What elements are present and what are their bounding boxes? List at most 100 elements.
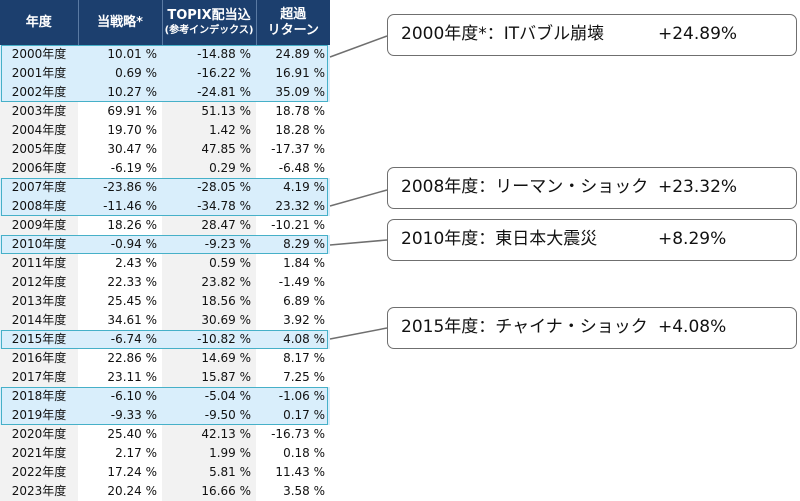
table-row: 2005年度 30.47 % 47.85 % -17.37 % bbox=[0, 140, 330, 159]
year-cell: 2000年度 bbox=[0, 45, 78, 64]
callout-value: +23.32% bbox=[658, 177, 738, 197]
strategy-cell: 23.11 % bbox=[78, 368, 162, 387]
callout-label: 2015年度：チャイナ・ショック bbox=[401, 317, 648, 337]
callout-value: +8.29% bbox=[658, 229, 727, 249]
excess-cell: -10.21 % bbox=[256, 216, 330, 235]
table-row: 2014年度 34.61 % 30.69 % 3.92 % bbox=[0, 311, 330, 330]
excess-cell: 7.25 % bbox=[256, 368, 330, 387]
strategy-cell: -6.10 % bbox=[78, 387, 162, 406]
year-cell: 2017年度 bbox=[0, 368, 78, 387]
table-row: 2000年度 10.01 % -14.88 % 24.89 % bbox=[0, 45, 330, 64]
table-row: 2012年度 22.33 % 23.82 % -1.49 % bbox=[0, 273, 330, 292]
topix-cell: 0.59 % bbox=[162, 254, 256, 273]
callout-it-bubble: 2000年度*：ITバブル崩壊 +24.89% bbox=[387, 14, 797, 56]
year-cell: 2006年度 bbox=[0, 159, 78, 178]
excess-cell: 18.78 % bbox=[256, 102, 330, 121]
excess-cell: 0.18 % bbox=[256, 444, 330, 463]
leader-line-2000 bbox=[329, 35, 388, 58]
topix-cell: 18.56 % bbox=[162, 292, 256, 311]
strategy-cell: 30.47 % bbox=[78, 140, 162, 159]
strategy-cell: 25.45 % bbox=[78, 292, 162, 311]
table-row: 2016年度 22.86 % 14.69 % 8.17 % bbox=[0, 349, 330, 368]
table-row: 2009年度 18.26 % 28.47 % -10.21 % bbox=[0, 216, 330, 235]
table-row: 2002年度 10.27 % -24.81 % 35.09 % bbox=[0, 83, 330, 102]
returns-table: 年度 当戦略* TOPIX配当込 (参考インデックス) 超過 リターン 2000… bbox=[0, 0, 330, 501]
strategy-cell: -11.46 % bbox=[78, 197, 162, 216]
year-cell: 2004年度 bbox=[0, 121, 78, 140]
table-row: 2017年度 23.11 % 15.87 % 7.25 % bbox=[0, 368, 330, 387]
strategy-cell: 25.40 % bbox=[78, 425, 162, 444]
year-cell: 2018年度 bbox=[0, 387, 78, 406]
topix-cell: 14.69 % bbox=[162, 349, 256, 368]
strategy-cell: 2.43 % bbox=[78, 254, 162, 273]
excess-cell: 18.28 % bbox=[256, 121, 330, 140]
excess-cell: -16.73 % bbox=[256, 425, 330, 444]
table-row: 2010年度 -0.94 % -9.23 % 8.29 % bbox=[0, 235, 330, 254]
table-row: 2023年度 20.24 % 16.66 % 3.58 % bbox=[0, 482, 330, 501]
topix-cell: -5.04 % bbox=[162, 387, 256, 406]
topix-cell: -14.88 % bbox=[162, 45, 256, 64]
excess-cell: 4.08 % bbox=[256, 330, 330, 349]
topix-cell: 28.47 % bbox=[162, 216, 256, 235]
topix-cell: -24.81 % bbox=[162, 83, 256, 102]
excess-cell: 35.09 % bbox=[256, 83, 330, 102]
header-excess-return: 超過 リターン bbox=[256, 0, 330, 45]
strategy-cell: 22.86 % bbox=[78, 349, 162, 368]
header-topix: TOPIX配当込 (参考インデックス) bbox=[162, 0, 257, 45]
table-row: 2008年度 -11.46 % -34.78 % 23.32 % bbox=[0, 197, 330, 216]
topix-cell: 42.13 % bbox=[162, 425, 256, 444]
topix-cell: 15.87 % bbox=[162, 368, 256, 387]
table-row: 2007年度 -23.86 % -28.05 % 4.19 % bbox=[0, 178, 330, 197]
topix-cell: 1.99 % bbox=[162, 444, 256, 463]
table-row: 2001年度 0.69 % -16.22 % 16.91 % bbox=[0, 64, 330, 83]
table-row: 2004年度 19.70 % 1.42 % 18.28 % bbox=[0, 121, 330, 140]
topix-cell: -9.23 % bbox=[162, 235, 256, 254]
topix-cell: -9.50 % bbox=[162, 406, 256, 425]
table-row: 2006年度 -6.19 % 0.29 % -6.48 % bbox=[0, 159, 330, 178]
leader-line-2008 bbox=[329, 189, 388, 207]
topix-cell: 51.13 % bbox=[162, 102, 256, 121]
header-year: 年度 bbox=[0, 0, 79, 45]
strategy-cell: 18.26 % bbox=[78, 216, 162, 235]
table-row: 2020年度 25.40 % 42.13 % -16.73 % bbox=[0, 425, 330, 444]
strategy-cell: -0.94 % bbox=[78, 235, 162, 254]
table-row: 2019年度 -9.33 % -9.50 % 0.17 % bbox=[0, 406, 330, 425]
topix-cell: -10.82 % bbox=[162, 330, 256, 349]
topix-cell: 23.82 % bbox=[162, 273, 256, 292]
year-cell: 2022年度 bbox=[0, 463, 78, 482]
table-row: 2018年度 -6.10 % -5.04 % -1.06 % bbox=[0, 387, 330, 406]
excess-cell: -1.06 % bbox=[256, 387, 330, 406]
topix-cell: 1.42 % bbox=[162, 121, 256, 140]
strategy-cell: 10.27 % bbox=[78, 83, 162, 102]
topix-cell: -34.78 % bbox=[162, 197, 256, 216]
table-row: 2021年度 2.17 % 1.99 % 0.18 % bbox=[0, 444, 330, 463]
leader-line-2015 bbox=[329, 327, 388, 340]
excess-cell: 24.89 % bbox=[256, 45, 330, 64]
strategy-cell: 17.24 % bbox=[78, 463, 162, 482]
header-row: 年度 当戦略* TOPIX配当込 (参考インデックス) 超過 リターン bbox=[0, 0, 330, 45]
year-cell: 2010年度 bbox=[0, 235, 78, 254]
header-strategy: 当戦略* bbox=[78, 0, 163, 45]
excess-cell: 16.91 % bbox=[256, 64, 330, 83]
year-cell: 2014年度 bbox=[0, 311, 78, 330]
excess-cell: 23.32 % bbox=[256, 197, 330, 216]
strategy-cell: -9.33 % bbox=[78, 406, 162, 425]
table-row: 2003年度 69.91 % 51.13 % 18.78 % bbox=[0, 102, 330, 121]
year-cell: 2003年度 bbox=[0, 102, 78, 121]
year-cell: 2023年度 bbox=[0, 482, 78, 501]
callout-label: 2008年度：リーマン・ショック bbox=[401, 177, 649, 197]
strategy-cell: -23.86 % bbox=[78, 178, 162, 197]
callout-label: 2000年度*：ITバブル崩壊 bbox=[401, 24, 605, 44]
topix-cell: 16.66 % bbox=[162, 482, 256, 501]
strategy-cell: 20.24 % bbox=[78, 482, 162, 501]
excess-cell: 0.17 % bbox=[256, 406, 330, 425]
strategy-cell: 2.17 % bbox=[78, 444, 162, 463]
excess-cell: 3.58 % bbox=[256, 482, 330, 501]
year-cell: 2011年度 bbox=[0, 254, 78, 273]
callout-lehman-shock: 2008年度：リーマン・ショック +23.32% bbox=[387, 167, 797, 209]
year-cell: 2019年度 bbox=[0, 406, 78, 425]
topix-cell: -16.22 % bbox=[162, 64, 256, 83]
strategy-cell: 34.61 % bbox=[78, 311, 162, 330]
strategy-cell: 22.33 % bbox=[78, 273, 162, 292]
